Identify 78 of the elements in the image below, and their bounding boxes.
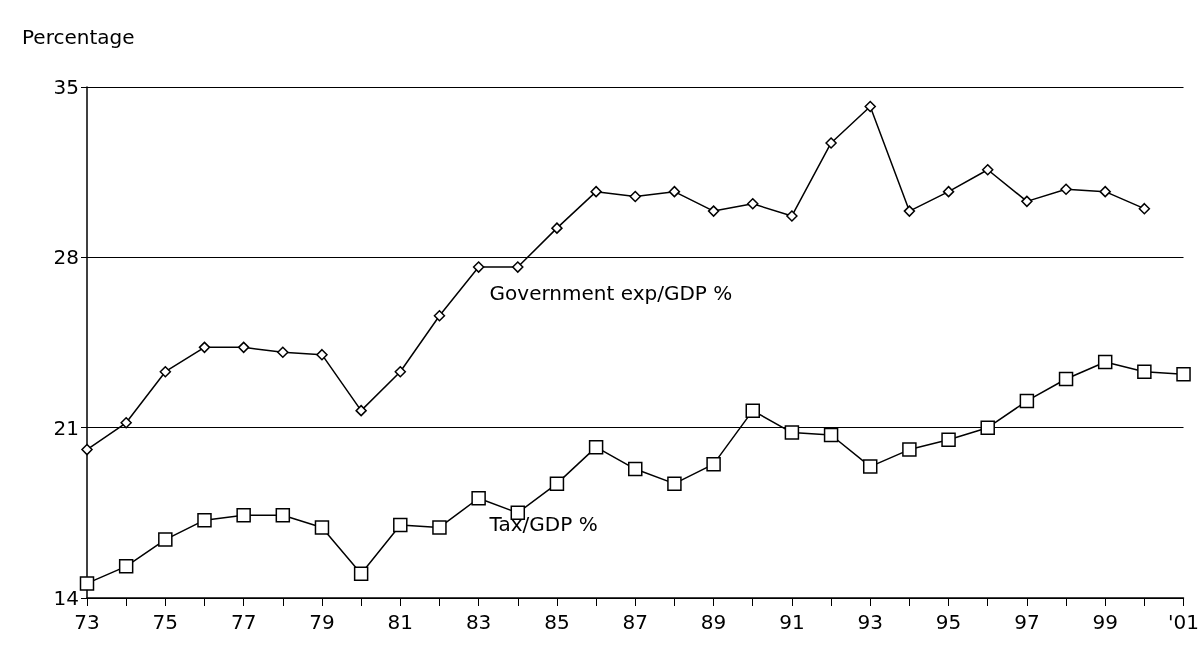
x-tick-label: 97	[1014, 610, 1040, 634]
point	[747, 198, 759, 210]
series-label: Government exp/GDP %	[489, 281, 733, 306]
point	[237, 341, 250, 354]
point	[1138, 202, 1151, 215]
point	[903, 205, 916, 217]
point	[393, 517, 408, 533]
point	[158, 532, 173, 547]
x-tick-label: 87	[622, 610, 648, 634]
x-tick-label: 85	[544, 610, 570, 634]
point	[668, 185, 681, 198]
x-tick-label: 99	[1092, 610, 1118, 634]
point	[1099, 185, 1111, 198]
point	[236, 508, 251, 523]
point	[707, 205, 720, 217]
point	[1097, 354, 1113, 370]
point	[432, 520, 447, 535]
point	[862, 459, 878, 474]
point	[745, 403, 760, 418]
x-tick-label: 91	[779, 610, 805, 634]
point	[1060, 183, 1072, 195]
point	[590, 185, 602, 198]
y-tick-label: 21	[53, 415, 79, 440]
point	[1021, 195, 1033, 208]
point	[79, 576, 95, 591]
series-label: Tax/GDP %	[488, 512, 598, 537]
x-tick-label: 89	[700, 610, 727, 634]
point	[1137, 364, 1152, 379]
point	[277, 346, 289, 358]
x-tick-label: 75	[152, 610, 179, 634]
x-tick-label: 81	[387, 610, 414, 634]
point	[275, 508, 291, 523]
point	[118, 559, 134, 574]
x-tick-label: 93	[857, 610, 883, 634]
x-tick-label: 79	[309, 610, 335, 634]
point	[706, 456, 721, 472]
point	[355, 404, 367, 417]
y-axis-title: Percentage	[22, 25, 135, 49]
point	[394, 365, 407, 378]
point	[941, 432, 956, 448]
point	[864, 100, 876, 113]
point	[628, 461, 643, 477]
x-tick-label: 77	[230, 610, 257, 634]
x-tick-label: 95	[935, 610, 962, 634]
point	[784, 425, 800, 440]
point	[786, 210, 798, 222]
point	[551, 222, 563, 234]
point	[81, 443, 93, 456]
point	[549, 476, 565, 491]
point	[472, 261, 485, 273]
point	[197, 512, 212, 528]
point	[1176, 366, 1191, 382]
x-tick-label: 83	[465, 610, 492, 634]
point	[120, 417, 132, 429]
point	[1019, 393, 1035, 409]
point	[316, 348, 328, 361]
point	[314, 520, 330, 535]
point	[1058, 371, 1074, 387]
point	[980, 420, 995, 435]
point	[198, 341, 211, 354]
x-tick-label: '01	[1168, 610, 1199, 634]
point	[667, 476, 682, 491]
y-tick-label: 28	[53, 245, 79, 270]
point	[825, 137, 837, 149]
point	[512, 261, 524, 273]
point	[942, 185, 955, 198]
point	[433, 309, 446, 322]
point	[902, 442, 917, 457]
point	[823, 427, 839, 443]
point	[159, 365, 172, 378]
y-tick-label: 14	[53, 586, 79, 610]
point	[471, 490, 486, 506]
point	[353, 566, 369, 581]
point	[629, 190, 642, 203]
x-tick-label: 73	[74, 610, 100, 634]
point	[981, 163, 994, 176]
point	[588, 439, 604, 455]
y-tick-label: 35	[53, 75, 79, 99]
